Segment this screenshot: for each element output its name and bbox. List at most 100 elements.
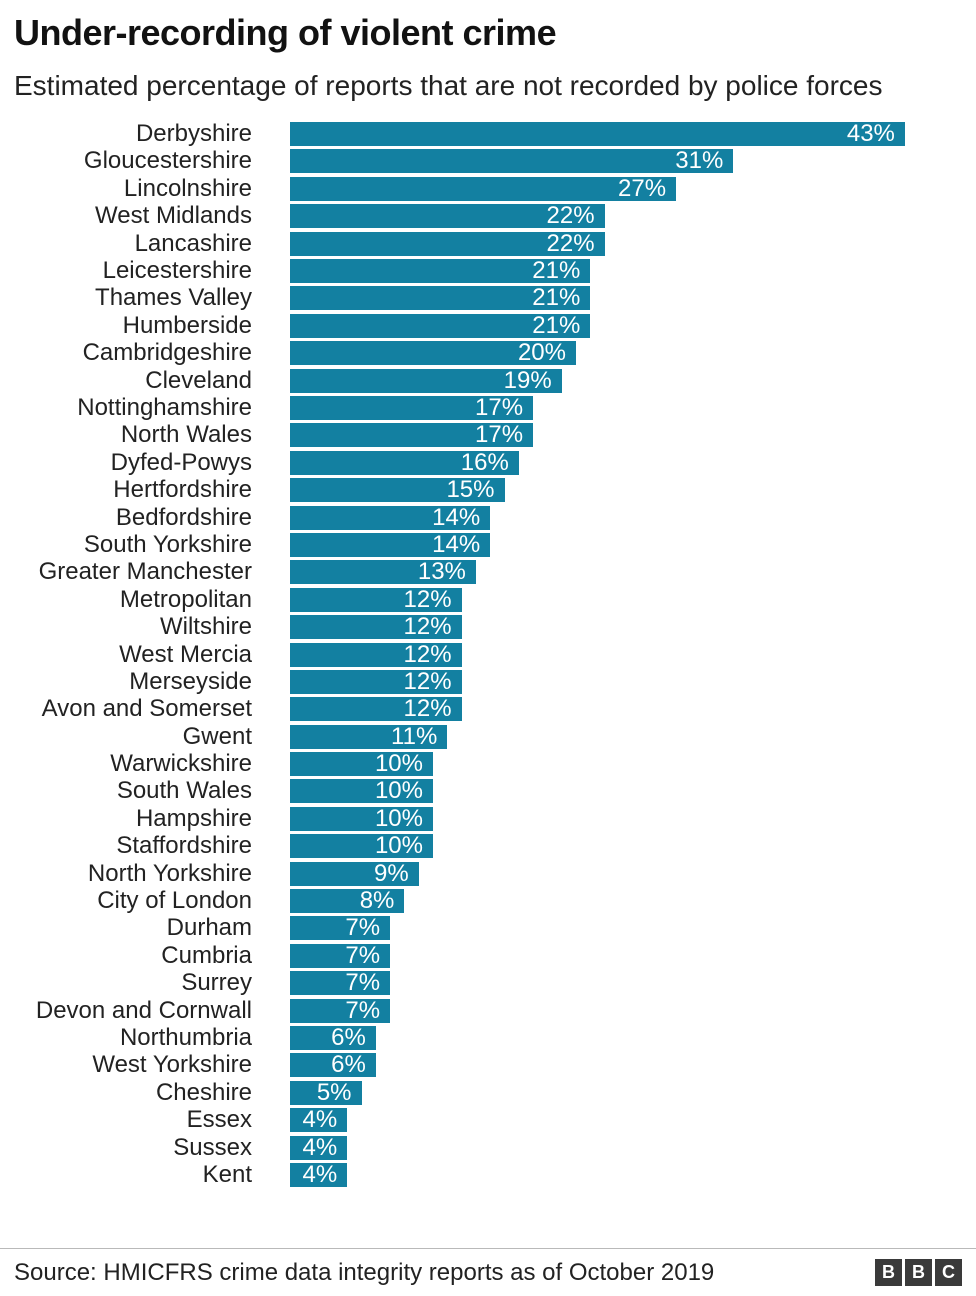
bar-row: Cleveland 19% xyxy=(0,367,976,394)
bar-row: Leicestershire 21% xyxy=(0,257,976,284)
bar-label: Gwent xyxy=(182,722,252,750)
bar: 5% xyxy=(290,1078,362,1106)
bar: 7% xyxy=(290,941,391,969)
bar-value-label: 4% xyxy=(302,1160,338,1188)
bar-label: Cumbria xyxy=(161,941,252,969)
bar-value-label: 7% xyxy=(345,996,381,1024)
bar-label: Wiltshire xyxy=(159,613,252,641)
bar-row: Wiltshire 12% xyxy=(0,613,976,640)
bar-value-label: 10% xyxy=(374,804,423,832)
bar: 22% xyxy=(290,229,605,257)
bar-value-label: 9% xyxy=(374,859,409,887)
bar-label: Derbyshire xyxy=(135,120,252,148)
bar-value-label: 12% xyxy=(403,695,452,723)
bar-label: Humberside xyxy=(122,311,252,339)
bar-value-label: 7% xyxy=(345,941,381,969)
bar-label: Cheshire xyxy=(155,1078,252,1106)
bar-label: Leicestershire xyxy=(102,257,252,285)
bar-row: Merseyside 12% xyxy=(0,668,976,695)
bar-row: North Yorkshire 9% xyxy=(0,860,976,887)
bar-value-label: 17% xyxy=(475,421,524,449)
bar: 6% xyxy=(290,1024,376,1051)
bar-label: North Wales xyxy=(120,421,252,449)
bar-value-label: 7% xyxy=(345,969,381,997)
bar-row: Northumbria 6% xyxy=(0,1024,976,1051)
bar-row: Derbyshire 43% xyxy=(0,120,976,147)
bar-value-label: 10% xyxy=(374,750,423,778)
chart-footer: Source: HMICFRS crime data integrity rep… xyxy=(0,1248,976,1296)
bar-label: Hertfordshire xyxy=(113,476,252,504)
bar-row: Lancashire 22% xyxy=(0,230,976,257)
bar-value-label: 6% xyxy=(331,1051,366,1079)
bar-value-label: 21% xyxy=(532,284,581,312)
bar-row: Staffordshire 10% xyxy=(0,832,976,860)
bar-row: Metropolitan 12% xyxy=(0,586,976,613)
bar: 10% xyxy=(290,777,433,804)
bar-label: Surrey xyxy=(181,969,252,997)
bar: 27% xyxy=(290,174,677,202)
bar-label: Kent xyxy=(202,1160,252,1188)
bar-label: Staffordshire xyxy=(116,832,252,860)
bbc-logo-block-b2: B xyxy=(905,1259,932,1286)
bar-value-label: 5% xyxy=(316,1078,352,1106)
bar-row: Surrey 7% xyxy=(0,969,976,997)
bar: 8% xyxy=(290,887,405,915)
bar: 7% xyxy=(290,996,391,1024)
bar-row: Dyfed-Powys 16% xyxy=(0,449,976,476)
bar: 4% xyxy=(290,1106,348,1134)
bar: 9% xyxy=(290,859,419,887)
bar: 21% xyxy=(290,257,591,285)
bar-value-label: 27% xyxy=(618,174,667,202)
bar-row: Cheshire 5% xyxy=(0,1079,976,1106)
bar-label: City of London xyxy=(97,887,252,915)
bar: 12% xyxy=(290,613,462,640)
bar: 31% xyxy=(290,147,734,174)
bbc-logo-block-b1: B xyxy=(875,1259,902,1286)
bar-value-label: 12% xyxy=(403,667,452,695)
bar-value-label: 8% xyxy=(359,887,395,915)
bar-label: Durham xyxy=(166,914,252,942)
bar-row: Warwickshire 10% xyxy=(0,750,976,777)
bar-label: Hampshire xyxy=(135,804,252,832)
bar-row: Humberside 21% xyxy=(0,312,976,339)
source-text: Source: HMICFRS crime data integrity rep… xyxy=(14,1258,715,1286)
bar-value-label: 20% xyxy=(517,339,566,367)
bar-value-label: 11% xyxy=(391,722,438,750)
bar-label: West Yorkshire xyxy=(92,1051,252,1079)
bar-row: Greater Manchester 13% xyxy=(0,558,976,586)
bar-value-label: 22% xyxy=(546,229,595,257)
bar-label: South Yorkshire xyxy=(83,530,252,558)
bar: 7% xyxy=(290,914,391,941)
bar-row: South Wales 10% xyxy=(0,777,976,805)
bar-chart: Derbyshire 43% Gloucestershire 31% Lincolnsh… xyxy=(0,120,976,1188)
bar-value-label: 14% xyxy=(432,503,481,531)
bar-label: Avon and Somerset xyxy=(41,695,252,723)
bar-row: Hertfordshire 15% xyxy=(0,476,976,503)
bar: 19% xyxy=(290,366,562,394)
bar-label: Cambridgeshire xyxy=(82,339,252,367)
bar-row: Essex 4% xyxy=(0,1106,976,1133)
bar: 43% xyxy=(290,120,905,147)
bar-value-label: 15% xyxy=(446,476,495,504)
bar-value-label: 4% xyxy=(302,1133,338,1161)
bar: 10% xyxy=(290,832,433,860)
bar: 6% xyxy=(290,1051,376,1079)
bar-value-label: 13% xyxy=(417,558,466,586)
bar-value-label: 21% xyxy=(532,257,581,285)
bar-value-label: 4% xyxy=(302,1106,338,1134)
bar: 21% xyxy=(290,312,591,339)
bar: 12% xyxy=(290,695,462,723)
bar-row: West Mercia 12% xyxy=(0,641,976,668)
bar-label: Gloucestershire xyxy=(83,147,252,175)
bar: 14% xyxy=(290,503,491,531)
bar-label: Lincolnshire xyxy=(123,174,252,202)
bar-value-label: 10% xyxy=(374,832,423,860)
bar-row: Cambridgeshire 20% xyxy=(0,339,976,367)
bar-label: Northumbria xyxy=(119,1023,252,1051)
bar-value-label: 19% xyxy=(503,366,552,394)
bar-value-label: 17% xyxy=(475,393,524,421)
bar-label: Thames Valley xyxy=(95,284,252,312)
bar-row: Durham 7% xyxy=(0,914,976,942)
bar: 20% xyxy=(290,339,576,367)
